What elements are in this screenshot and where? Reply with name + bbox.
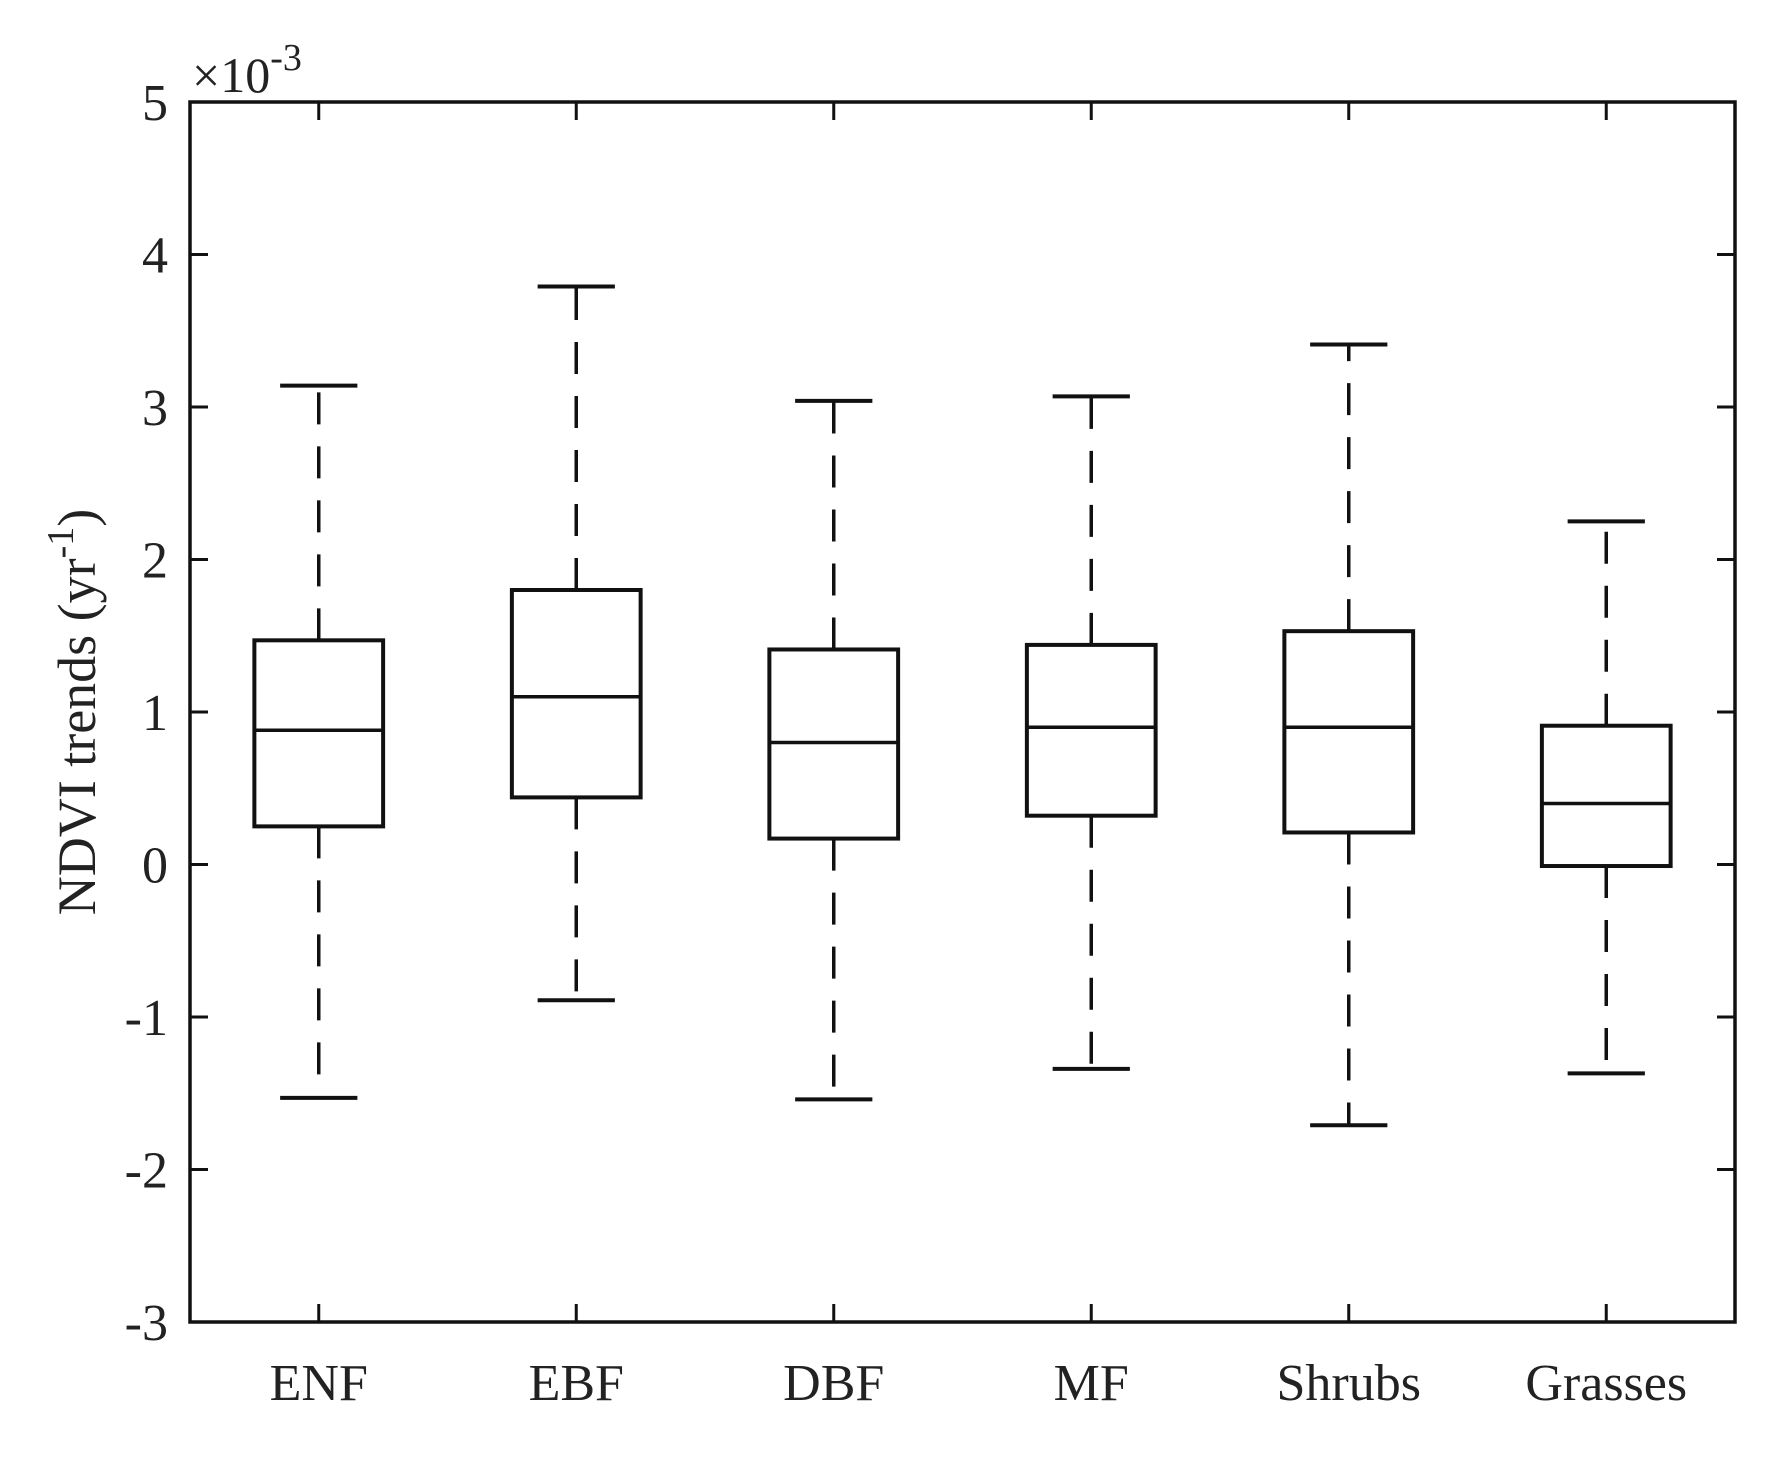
iqr-box	[252, 638, 386, 829]
y-tick-labels: -3 -2 -1 0 1 2 3 4 5	[125, 75, 168, 1352]
box-group	[1539, 519, 1673, 1076]
box-group	[509, 284, 643, 1003]
y-exponent-label: ×10-3	[192, 37, 302, 103]
x-tick-label: EBF	[529, 1355, 624, 1412]
x-tick-labels: ENF EBF DBF MF Shrubs Grasses	[270, 1355, 1688, 1412]
y-tick-label: 3	[142, 380, 168, 437]
x-tick-label: Grasses	[1525, 1355, 1687, 1412]
x-tick-label: Shrubs	[1277, 1355, 1421, 1412]
y-tick-label: -3	[125, 1295, 168, 1352]
y-tick-label: -1	[125, 990, 168, 1047]
iqr-box	[1024, 642, 1158, 818]
y-tick-label: 0	[142, 838, 168, 895]
box-group	[767, 398, 901, 1102]
x-tick-label: DBF	[783, 1355, 884, 1412]
y-tick-label: 1	[142, 685, 168, 742]
iqr-box	[1282, 629, 1416, 835]
box-group	[252, 383, 386, 1100]
x-tick-label: MF	[1054, 1355, 1129, 1412]
y-axis-label: NDVI trends (yr-1)	[40, 509, 107, 916]
y-tick-label: 2	[142, 533, 168, 590]
plot-frame	[188, 100, 1737, 1324]
y-tick-label: 5	[142, 75, 168, 132]
box-group	[1024, 394, 1158, 1071]
y-tick-label: -2	[125, 1143, 168, 1200]
axis-ticks	[190, 100, 1735, 1324]
x-tick-label: ENF	[270, 1355, 368, 1412]
iqr-box	[1539, 723, 1673, 869]
box-group	[1282, 342, 1416, 1128]
boxes	[252, 284, 1673, 1128]
y-tick-label: 4	[142, 228, 168, 285]
iqr-box	[509, 588, 643, 800]
